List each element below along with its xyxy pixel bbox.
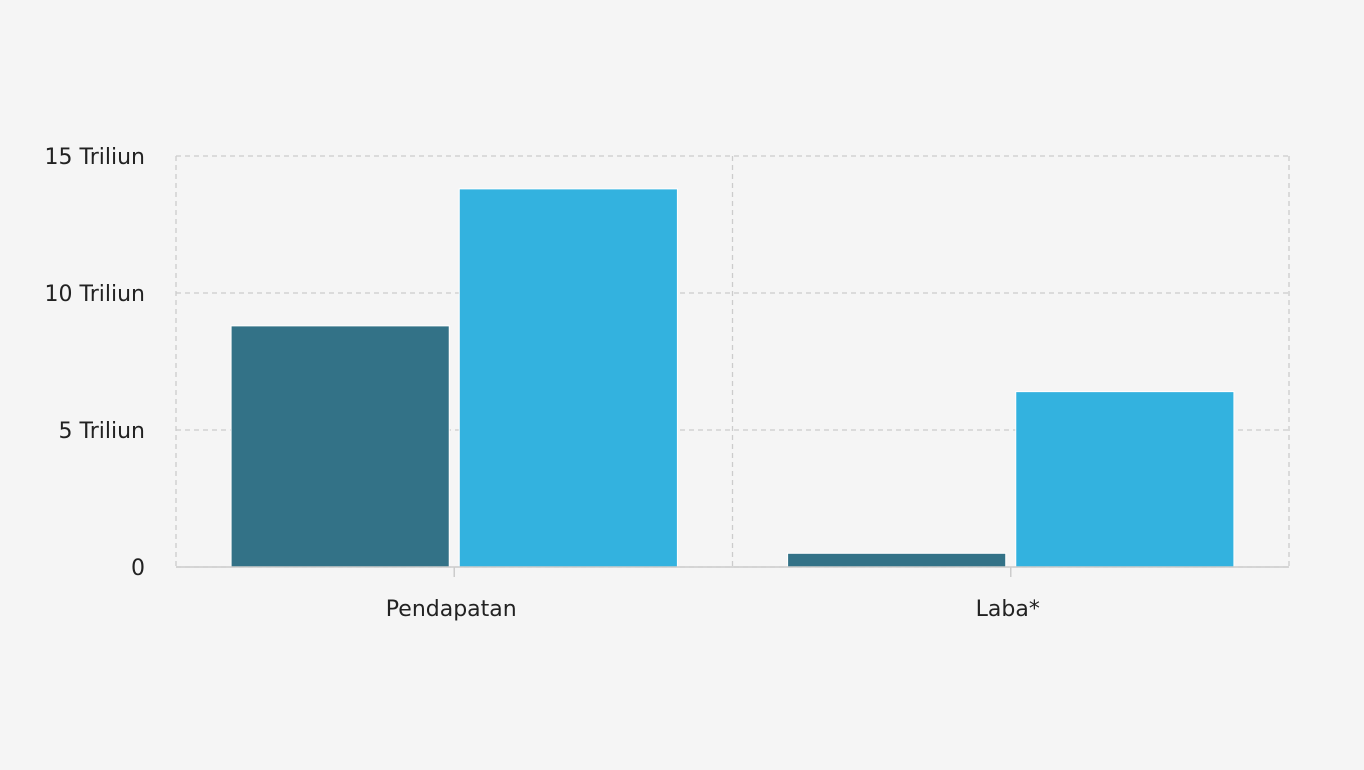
y-tick-label: 0 [131,556,145,581]
bars-layer [230,188,1235,568]
x-tick-labels: Pendapatan Laba* [386,597,1040,622]
bar-2-2 [1015,391,1235,568]
bar-1-2 [787,552,1007,568]
y-tick-label: 5 Triliun [59,419,145,444]
x-tick-label: Laba* [976,597,1040,622]
bar-1-1 [230,325,450,568]
y-tick-label: 10 Triliun [45,282,145,307]
y-tick-label: 15 Triliun [45,145,145,170]
axis-layer [176,566,1289,577]
x-tick-label: Pendapatan [386,597,517,622]
bar-2-1 [458,188,678,568]
y-tick-labels: 0 5 Triliun 10 Triliun 15 Triliun [45,145,145,581]
